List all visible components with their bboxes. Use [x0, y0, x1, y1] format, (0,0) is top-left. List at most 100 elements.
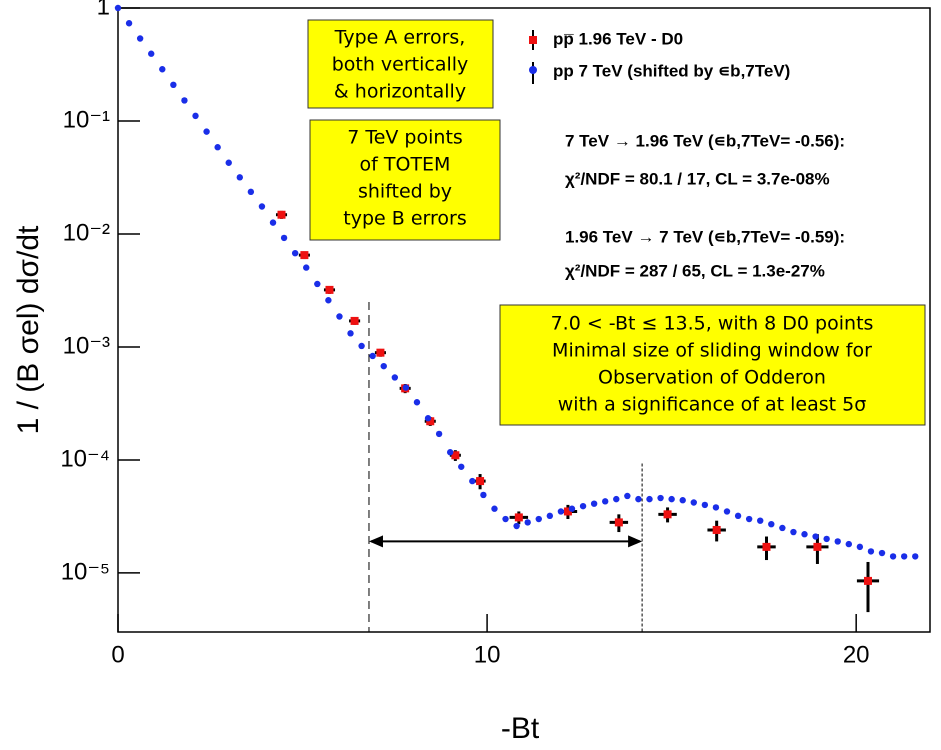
point: [277, 210, 286, 219]
annotation-text: Observation of Odderon: [598, 367, 826, 389]
point: [225, 159, 232, 166]
point: [391, 374, 399, 381]
y-axis-label: 1 / (B σel) dσ/dt: [12, 225, 45, 434]
point: [801, 531, 808, 538]
point: [247, 188, 255, 196]
point: [148, 50, 155, 57]
point: [502, 515, 509, 523]
point: [779, 524, 786, 532]
point: [524, 519, 531, 526]
point: [269, 219, 277, 226]
annotation-box: [499, 304, 926, 426]
point: [535, 515, 542, 523]
point: [646, 495, 653, 503]
point: [813, 542, 822, 551]
y-tick-label: 10⁻³: [63, 332, 110, 359]
point: [480, 491, 487, 499]
legend-marker: [529, 66, 537, 74]
annotation-text: with a significance of at least 5σ: [558, 394, 866, 416]
annotation-text: 7.0 < -Bt ≤ 13.5, with 8 D0 points: [551, 313, 874, 335]
point: [236, 174, 243, 181]
point: [602, 498, 609, 505]
legend-label: pp̅ 1.96 TeV - D0: [553, 29, 683, 48]
point: [513, 522, 520, 530]
annotation-text: shifted by: [358, 181, 452, 203]
point: [790, 528, 797, 536]
annotation-text: & horizontally: [334, 81, 466, 103]
point: [723, 508, 731, 515]
point: [181, 97, 188, 104]
point: [300, 251, 309, 260]
point: [350, 316, 359, 325]
point: [912, 553, 919, 560]
point: [762, 542, 771, 551]
point: [668, 495, 675, 503]
point: [563, 507, 572, 516]
point: [745, 515, 753, 523]
fit-annotation: 7 TeV → 1.96 TeV (∊b,7TeV= -0.56):: [565, 131, 845, 150]
point: [812, 533, 819, 540]
annotation-box: [309, 119, 501, 241]
point: [568, 505, 576, 512]
point: [690, 499, 697, 506]
fit-annotation: 1.96 TeV → 7 TeV (∊b,7TeV= -0.59):: [565, 227, 845, 246]
point: [734, 512, 742, 520]
x-tick-label: 20: [843, 641, 870, 668]
point: [823, 535, 830, 543]
point: [413, 399, 421, 406]
y-tick-label: 10⁻¹: [63, 106, 110, 133]
point: [546, 512, 554, 520]
point: [590, 500, 598, 507]
point: [369, 352, 376, 360]
point: [125, 20, 133, 27]
x-axis-label: -Bt: [501, 712, 540, 745]
point: [491, 505, 498, 512]
point: [856, 543, 864, 551]
point: [867, 548, 875, 555]
point: [426, 417, 435, 426]
point: [376, 348, 385, 357]
point: [280, 234, 288, 242]
point: [635, 495, 642, 503]
point: [657, 494, 664, 502]
point: [424, 415, 432, 422]
point: [402, 384, 410, 391]
point: [469, 477, 476, 485]
point: [358, 342, 365, 350]
point: [624, 492, 631, 500]
point: [451, 451, 460, 460]
annotation-box: [307, 19, 494, 109]
point: [712, 525, 721, 534]
point: [613, 495, 620, 503]
point: [446, 449, 454, 456]
annotation-text: of TOTEM: [360, 154, 451, 176]
point: [557, 508, 565, 515]
point: [679, 497, 686, 504]
y-tick-label: 10⁻²: [63, 219, 110, 246]
point: [701, 501, 709, 509]
annotation-text: 7 TeV points: [347, 127, 463, 149]
annotation-text: both vertically: [332, 54, 469, 76]
x-tick-label: 0: [111, 641, 124, 668]
annotation-text: Minimal size of sliding window for: [552, 340, 872, 362]
point: [458, 463, 465, 470]
plot-frame: [117, 7, 931, 633]
annotation-text: Type A errors,: [334, 27, 466, 49]
point: [347, 330, 354, 337]
y-tick-label: 10⁻⁴: [60, 445, 110, 472]
point: [878, 549, 886, 557]
point: [380, 362, 387, 370]
point: [159, 66, 166, 73]
point: [336, 313, 343, 320]
arrow-head: [368, 535, 383, 548]
y-tick-label: 10⁻⁵: [61, 558, 110, 585]
fit-annotation: χ²/NDF = 80.1 / 17, CL = 3.7e-08%: [565, 169, 830, 188]
legend-marker: [529, 36, 537, 44]
point: [834, 538, 841, 545]
x-tick-label: 10: [474, 641, 501, 668]
point: [325, 297, 332, 304]
point: [614, 518, 623, 527]
point: [435, 430, 443, 438]
point: [514, 513, 523, 522]
